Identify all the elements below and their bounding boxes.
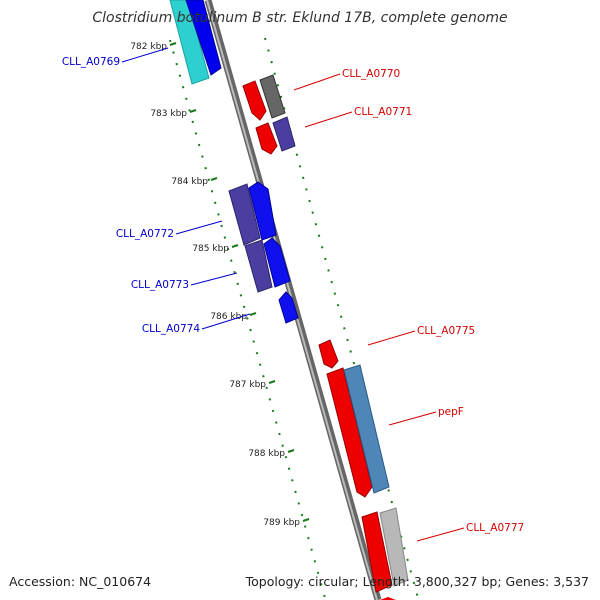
gene-label-leader bbox=[190, 272, 238, 286]
scale-label: 784 kbp bbox=[171, 177, 208, 187]
scale-tick bbox=[231, 244, 239, 248]
gene-CLL_A0773 bbox=[244, 237, 291, 293]
gene-label-leader bbox=[304, 111, 353, 128]
gene-label-leader bbox=[388, 411, 437, 426]
gene-label-leader bbox=[121, 47, 169, 63]
gene-label[interactable]: CLL_A0769 bbox=[62, 56, 120, 68]
scale-tick bbox=[249, 312, 257, 316]
scale-label: 785 kbp bbox=[192, 244, 229, 254]
inner-tick-track bbox=[169, 39, 326, 599]
accession-text: Accession: NC_010674 bbox=[9, 574, 151, 589]
scale-tick bbox=[268, 380, 276, 384]
gene-CLL_A0769 bbox=[169, 0, 222, 85]
scale-label: 782 kbp bbox=[130, 42, 167, 52]
scale-tick bbox=[302, 518, 310, 522]
gene-label[interactable]: CLL_A0777 bbox=[466, 522, 524, 534]
scale-label: 788 kbp bbox=[248, 449, 285, 459]
gene-label-leader bbox=[416, 527, 465, 542]
gene-label-leader bbox=[201, 313, 251, 330]
gene-label[interactable]: CLL_A0770 bbox=[342, 68, 400, 80]
scale-tick bbox=[287, 449, 295, 453]
map-title: Clostridium botulinum B str. Eklund 17B,… bbox=[92, 10, 507, 26]
scale-label: 787 kbp bbox=[229, 380, 266, 390]
gene-CLL_A0770 bbox=[242, 74, 286, 121]
gene-CLL_A0777 bbox=[361, 507, 409, 600]
gene-CLL_A0772 bbox=[228, 181, 277, 246]
scale-layer: 782 kbp 783 kbp 784 kbp 785 kbp 786 kbp 787 k… bbox=[130, 42, 310, 528]
scale-label: 789 kbp bbox=[263, 518, 300, 528]
label-layer: CLL_A0769 CLL_A0770 CLL_A0771 CLL_A0772 CLL_… bbox=[62, 47, 524, 542]
scale-tick bbox=[210, 177, 218, 181]
gene-CLL_A0775 bbox=[318, 339, 339, 369]
scale-label: 783 kbp bbox=[150, 109, 187, 119]
gene-label-leader bbox=[175, 220, 223, 235]
gene-label[interactable]: CLL_A0775 bbox=[417, 325, 475, 337]
gene-label[interactable]: CLL_A0774 bbox=[142, 323, 201, 335]
gene-label-leader bbox=[367, 330, 416, 346]
gene-label[interactable]: CLL_A0771 bbox=[354, 106, 412, 118]
scale-tick bbox=[169, 42, 177, 46]
scale-tick bbox=[189, 109, 197, 113]
gene-pepF bbox=[326, 364, 390, 498]
gene-label-leader bbox=[293, 73, 341, 91]
topology-text: Topology: circular; Length: 3,800,327 bp… bbox=[245, 574, 589, 589]
gene-label[interactable]: pepF bbox=[438, 406, 464, 418]
scale-label: 786 kbp bbox=[210, 312, 247, 322]
gene-label[interactable]: CLL_A0773 bbox=[131, 279, 189, 291]
gene-CLL_A0771 bbox=[255, 116, 296, 155]
gene-label[interactable]: CLL_A0772 bbox=[116, 228, 174, 240]
gene-CLL_A0774 bbox=[278, 291, 299, 324]
